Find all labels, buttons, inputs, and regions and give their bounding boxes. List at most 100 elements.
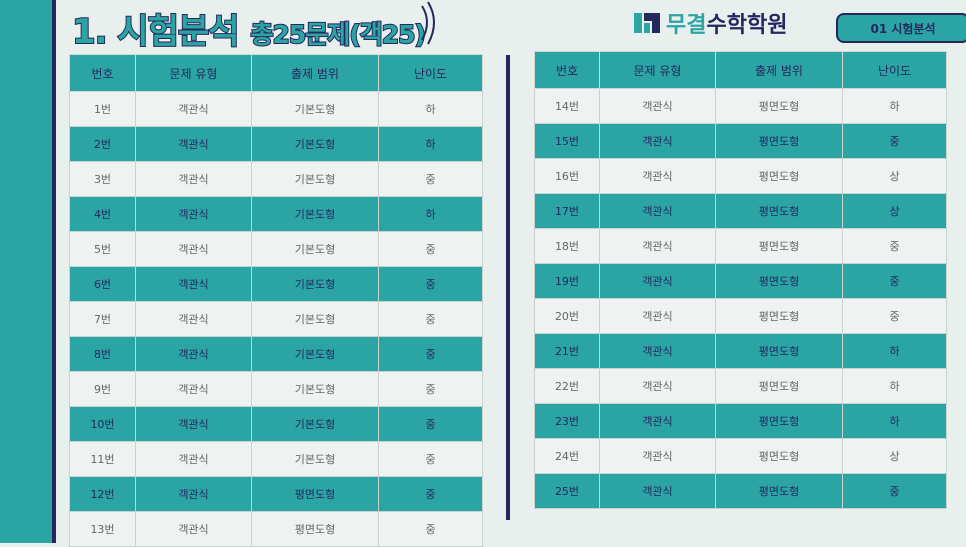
cell-range: 평면도형 [251,511,379,547]
cell-number: 20번 [534,298,600,334]
cell-number: 13번 [69,511,136,547]
table-row: 9번 객관식 기본도형 중 [69,371,483,407]
table-row: 10번 객관식 기본도형 중 [69,406,483,442]
cell-range: 평면도형 [715,403,843,439]
cell-type: 객관식 [135,91,252,127]
cell-type: 객관식 [135,511,252,547]
signal-waves-icon [421,1,435,45]
cell-number: 1번 [69,91,136,127]
cell-number: 4번 [69,196,136,232]
header-range: 출제 범위 [251,54,379,92]
cell-type: 객관식 [599,228,716,264]
table-row: 14번 객관식 평면도형 하 [534,88,947,124]
cell-range: 기본도형 [251,196,379,232]
center-divider [506,55,510,520]
page-title: 1. 시험분석 총25문제(객25) [71,4,427,53]
cell-type: 객관식 [599,333,716,369]
table-row: 5번 객관식 기본도형 중 [69,231,483,267]
table-row: 7번 객관식 기본도형 중 [69,301,483,337]
cell-range: 기본도형 [251,371,379,407]
header-number: 번호 [534,51,600,89]
cell-difficulty: 하 [378,196,483,232]
cell-difficulty: 중 [842,123,947,159]
cell-range: 기본도형 [251,126,379,162]
cell-difficulty: 중 [842,228,947,264]
cell-difficulty: 하 [842,403,947,439]
cell-range: 기본도형 [251,161,379,197]
cell-range: 기본도형 [251,406,379,442]
cell-number: 24번 [534,438,600,474]
cell-range: 평면도형 [715,88,843,124]
cell-type: 객관식 [135,196,252,232]
cell-type: 객관식 [599,298,716,334]
cell-range: 평면도형 [715,333,843,369]
cell-type: 객관식 [135,441,252,477]
cell-difficulty: 하 [842,333,947,369]
title-main: 1. 시험분석 [71,11,241,53]
brand-logo: 무결 수학학원 [632,8,787,38]
cell-range: 기본도형 [251,301,379,337]
table-row: 11번 객관식 기본도형 중 [69,441,483,477]
header-difficulty: 난이도 [842,51,947,89]
cell-range: 평면도형 [715,438,843,474]
cell-type: 객관식 [599,88,716,124]
cell-number: 14번 [534,88,600,124]
table-row: 22번 객관식 평면도형 하 [534,368,947,404]
cell-number: 2번 [69,126,136,162]
cell-type: 객관식 [599,123,716,159]
cell-number: 5번 [69,231,136,267]
cell-difficulty: 중 [378,371,483,407]
cell-difficulty: 중 [378,301,483,337]
cell-type: 객관식 [135,161,252,197]
cell-range: 평면도형 [715,228,843,264]
cell-range: 기본도형 [251,336,379,372]
table-header-row: 번호 문제 유형 출제 범위 난이도 [534,51,947,89]
cell-difficulty: 중 [378,511,483,547]
cell-number: 11번 [69,441,136,477]
cell-type: 객관식 [135,336,252,372]
cell-type: 객관식 [599,158,716,194]
cell-number: 8번 [69,336,136,372]
section-badge: 01 시험분석 [836,13,966,43]
table-row: 17번 객관식 평면도형 상 [534,193,947,229]
header-type: 문제 유형 [135,54,252,92]
cell-type: 객관식 [135,266,252,302]
cell-difficulty: 중 [842,298,947,334]
cell-number: 7번 [69,301,136,337]
table-row: 16번 객관식 평면도형 상 [534,158,947,194]
cell-type: 객관식 [135,231,252,267]
brand-mark-icon [634,13,660,33]
table-row: 1번 객관식 기본도형 하 [69,91,483,127]
cell-type: 객관식 [135,301,252,337]
table-row: 8번 객관식 기본도형 중 [69,336,483,372]
title-sub: 총25문제(객25) [250,19,427,50]
cell-difficulty: 중 [378,406,483,442]
table-row: 19번 객관식 평면도형 중 [534,263,947,299]
table-row: 13번 객관식 평면도형 중 [69,511,483,547]
table-row: 3번 객관식 기본도형 중 [69,161,483,197]
cell-difficulty: 중 [378,336,483,372]
exam-table-right: 번호 문제 유형 출제 범위 난이도 14번 객관식 평면도형 하 15번 객관식 평면도형… [534,51,947,509]
cell-difficulty: 중 [378,161,483,197]
left-accent-edge [52,0,56,543]
table-row: 18번 객관식 평면도형 중 [534,228,947,264]
cell-difficulty: 중 [842,473,947,509]
cell-difficulty: 중 [378,231,483,267]
cell-number: 6번 [69,266,136,302]
cell-type: 객관식 [135,371,252,407]
cell-difficulty: 하 [842,368,947,404]
cell-range: 기본도형 [251,231,379,267]
cell-range: 기본도형 [251,441,379,477]
cell-range: 기본도형 [251,266,379,302]
cell-number: 22번 [534,368,600,404]
cell-difficulty: 중 [378,476,483,512]
header-number: 번호 [69,54,136,92]
cell-number: 18번 [534,228,600,264]
table-row: 23번 객관식 평면도형 하 [534,403,947,439]
exam-table-left: 번호 문제 유형 출제 범위 난이도 1번 객관식 기본도형 하 2번 객관식 기본도형 하 3… [69,54,483,547]
cell-type: 객관식 [599,263,716,299]
cell-type: 객관식 [135,476,252,512]
cell-difficulty: 상 [842,158,947,194]
cell-number: 16번 [534,158,600,194]
table-header-row: 번호 문제 유형 출제 범위 난이도 [69,54,483,92]
